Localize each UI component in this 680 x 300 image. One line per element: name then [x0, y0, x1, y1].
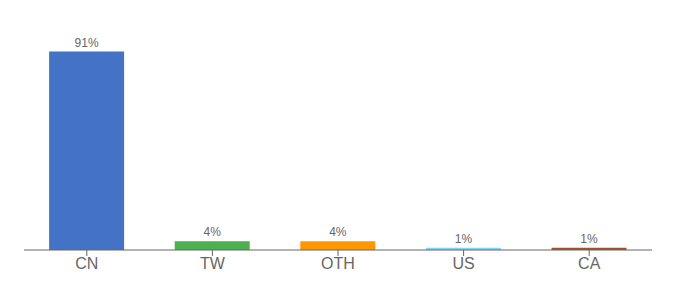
svg-text:1%: 1% — [455, 232, 473, 246]
svg-text:TW: TW — [200, 255, 226, 272]
svg-text:4%: 4% — [204, 225, 222, 239]
svg-text:91%: 91% — [75, 36, 99, 50]
svg-text:4%: 4% — [329, 225, 347, 239]
svg-text:US: US — [452, 255, 474, 272]
svg-text:OTH: OTH — [321, 255, 355, 272]
svg-text:CN: CN — [75, 255, 98, 272]
svg-text:CA: CA — [578, 255, 601, 272]
svg-text:1%: 1% — [580, 232, 598, 246]
